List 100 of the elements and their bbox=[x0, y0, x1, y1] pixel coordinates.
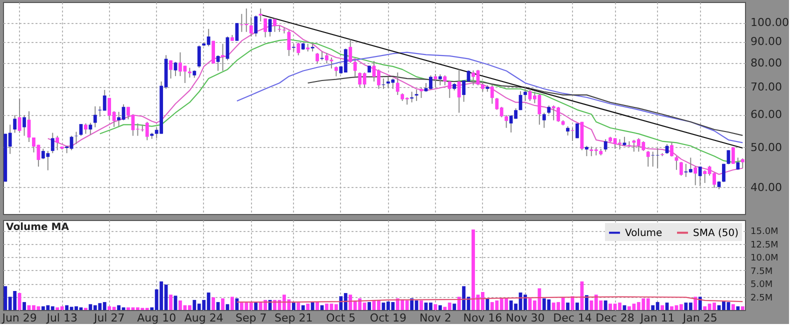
x-tick-label: Nov 16 bbox=[463, 312, 502, 324]
candlestick bbox=[448, 80, 452, 98]
x-tick-label: Dec 14 bbox=[553, 312, 592, 324]
bar bbox=[22, 302, 26, 310]
bar bbox=[301, 305, 305, 310]
candlestick bbox=[296, 42, 300, 56]
x-tick-label: Jul 13 bbox=[46, 312, 78, 324]
candlestick bbox=[22, 114, 26, 136]
candlestick bbox=[50, 132, 54, 154]
candlestick bbox=[320, 50, 324, 61]
candlestick bbox=[414, 89, 418, 102]
candlestick bbox=[410, 91, 414, 103]
candlestick bbox=[722, 163, 726, 183]
candlestick bbox=[670, 141, 674, 158]
bar bbox=[622, 305, 626, 310]
bar bbox=[457, 296, 461, 310]
bar bbox=[320, 305, 324, 310]
candlestick bbox=[481, 80, 484, 92]
candlestick bbox=[740, 158, 744, 169]
candlestick bbox=[93, 106, 97, 128]
candlestick bbox=[254, 14, 258, 38]
candlestick bbox=[457, 68, 461, 114]
bar bbox=[740, 306, 744, 310]
y-tick-label: 80.00 bbox=[750, 56, 782, 70]
candlestick bbox=[679, 161, 683, 176]
x-tick-label: Jan 25 bbox=[682, 312, 718, 324]
candlestick bbox=[273, 18, 276, 32]
line-series bbox=[236, 52, 744, 144]
candlestick bbox=[698, 166, 702, 187]
chart-title: Volume MA bbox=[6, 222, 70, 233]
candlestick bbox=[438, 74, 442, 86]
candlestick bbox=[353, 60, 357, 78]
x-tick-label: Oct 19 bbox=[370, 312, 406, 324]
bar bbox=[235, 298, 239, 310]
x-tick-label: Jun 29 bbox=[1, 312, 37, 324]
candlestick bbox=[524, 86, 527, 102]
x-tick-label: Sep 7 bbox=[236, 312, 267, 324]
candlestick bbox=[79, 124, 83, 136]
candlestick bbox=[443, 74, 447, 86]
bar bbox=[310, 302, 314, 310]
candlestick bbox=[604, 138, 608, 152]
candlestick bbox=[584, 145, 588, 157]
candlestick bbox=[249, 16, 253, 38]
y-tick-label: 70.00 bbox=[750, 80, 782, 94]
bar bbox=[230, 296, 234, 310]
candlestick bbox=[212, 40, 216, 64]
candlestick bbox=[566, 126, 570, 136]
y-tick-label: 10.0M bbox=[750, 254, 778, 264]
candlestick bbox=[13, 114, 17, 134]
candlestick bbox=[490, 84, 494, 104]
y-tick-label: 100.00 bbox=[750, 16, 789, 30]
candlestick bbox=[221, 43, 224, 72]
bar bbox=[420, 300, 423, 310]
candlestick bbox=[268, 18, 272, 38]
bar bbox=[434, 304, 438, 310]
bar bbox=[580, 281, 584, 310]
candlestick bbox=[56, 135, 60, 151]
bar bbox=[486, 298, 490, 310]
y-tick-label: 2.5M bbox=[750, 293, 773, 304]
candlestick bbox=[396, 72, 400, 96]
candlestick bbox=[542, 112, 546, 128]
y-tick-label: 40.00 bbox=[750, 180, 782, 194]
bar bbox=[221, 298, 224, 310]
x-tick-label: Sep 21 bbox=[274, 312, 313, 324]
candlestick bbox=[358, 72, 362, 88]
bar bbox=[296, 302, 300, 310]
bar bbox=[566, 302, 570, 310]
bar bbox=[188, 305, 192, 310]
candlestick bbox=[694, 166, 698, 186]
candlestick bbox=[197, 44, 201, 68]
candlestick bbox=[235, 22, 239, 42]
bar bbox=[65, 305, 69, 310]
bar bbox=[604, 300, 608, 310]
candlestick bbox=[726, 150, 730, 165]
x-tick-label: Aug 10 bbox=[137, 312, 176, 324]
x-tick-label: Jan 11 bbox=[639, 312, 675, 324]
bar bbox=[608, 304, 612, 310]
x-tick-label: Aug 24 bbox=[184, 312, 224, 324]
candlestick bbox=[287, 30, 291, 56]
x-tick-label: Oct 5 bbox=[326, 312, 356, 324]
candlestick bbox=[88, 122, 92, 136]
candlestick bbox=[84, 122, 88, 134]
legend-label: Volume bbox=[625, 228, 662, 239]
x-tick-label: Jul 27 bbox=[92, 312, 125, 324]
candlestick bbox=[264, 18, 267, 38]
candlestick bbox=[316, 52, 319, 64]
bar bbox=[438, 305, 442, 310]
bar bbox=[226, 304, 230, 310]
bar bbox=[334, 304, 338, 310]
bar bbox=[316, 302, 319, 310]
bar bbox=[174, 296, 178, 310]
y-tick-label: 7.5M bbox=[750, 266, 773, 277]
y-tick-label: 5.0M bbox=[750, 280, 773, 290]
y-tick-label: 50.00 bbox=[750, 140, 782, 154]
bar bbox=[731, 304, 735, 310]
y-tick-label: 12.5M bbox=[750, 240, 778, 250]
bar bbox=[212, 297, 216, 310]
y-tick-label: 90.00 bbox=[750, 35, 782, 48]
bar bbox=[698, 296, 702, 310]
bar bbox=[679, 304, 683, 310]
